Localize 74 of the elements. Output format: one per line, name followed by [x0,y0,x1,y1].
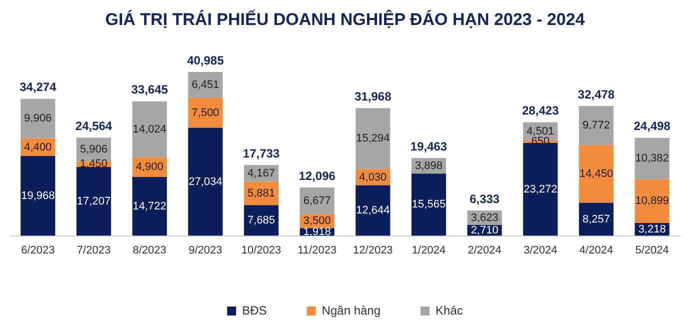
data-label: 10,382 [635,152,669,165]
data-label: 15,565 [412,198,446,211]
bar [634,138,670,180]
data-label: 4,167 [247,167,276,180]
bar [132,176,167,236]
bar [76,167,112,236]
data-label: 7,500 [192,106,220,119]
data-label: 9,906 [24,112,52,125]
total-label: 32,478 [578,87,615,102]
x-tick-label: 1/2024 [412,244,446,256]
data-label: 15,294 [356,132,390,145]
data-label: 2,710 [470,224,498,236]
data-label: 4,501 [526,125,554,138]
x-tick-label: 6/2023 [21,244,55,256]
data-label: 1,918 [303,226,331,238]
data-label: 23,272 [524,183,558,196]
data-label: 8,257 [582,213,610,226]
data-label: 4,400 [24,141,52,154]
data-label: 9,772 [582,120,610,132]
data-label: 5,906 [80,143,108,156]
total-label: 24,498 [634,119,671,134]
data-label: 6,451 [192,78,220,91]
bar [188,128,223,236]
data-label: 4,030 [359,171,387,184]
total-label: 24,564 [75,118,112,133]
legend-label: Khác [436,303,463,318]
total-label: 31,968 [354,89,392,104]
data-label: 27,034 [188,176,222,188]
data-label: 14,722 [132,200,166,212]
data-label: 6,677 [303,194,331,207]
data-label: 3,500 [303,215,331,228]
data-label: 3,218 [638,223,666,236]
x-tick-label: 4/2024 [579,244,614,256]
x-tick-label: 9/2023 [188,244,222,256]
data-label: 7,685 [247,214,276,226]
bar [188,98,223,128]
x-tick-label: 10/2023 [241,244,282,256]
total-label: 33,645 [131,82,168,97]
bar [578,145,614,203]
total-label: 34,274 [20,80,57,94]
data-label: 12,644 [356,204,390,217]
total-label: 28,423 [522,104,560,118]
data-label: 5,881 [247,187,276,200]
bar [578,106,614,146]
bar [20,156,56,236]
bar [356,108,390,170]
x-tick-label: 7/2023 [76,244,111,256]
x-tick-label: 11/2023 [298,244,337,256]
data-label: 3,898 [414,160,443,172]
bar [634,179,670,223]
bar [20,98,56,138]
bar [132,101,167,158]
bar [356,185,390,236]
data-label: 14,024 [132,123,166,136]
data-label: 4,900 [136,161,164,174]
x-tick-label: 12/2023 [353,244,393,256]
data-label: 17,207 [76,195,111,208]
chart-title: GIÁ TRỊ TRÁI PHIẾU DOANH NGHIỆP ĐÁO HẠN 2023 - 2024 [104,10,586,31]
total-label: 17,733 [242,146,280,160]
x-tick-label: 2/2024 [468,244,502,256]
total-label: 40,985 [187,53,224,68]
data-label: 19,968 [21,190,55,202]
x-tick-label: 5/2024 [635,244,669,256]
legend-label: BĐS [242,303,267,318]
legend-label: Ngân hàng [322,303,381,318]
x-tick-label: 3/2024 [524,244,558,256]
total-label: 12,096 [298,168,336,183]
total-label: 6,333 [470,192,500,206]
data-label: 14,450 [579,168,614,180]
total-label: 19,463 [410,139,448,154]
data-label: 10,899 [635,195,669,208]
bar [411,174,446,236]
data-label: 3,623 [470,212,498,224]
x-tick-label: 8/2023 [132,244,166,256]
